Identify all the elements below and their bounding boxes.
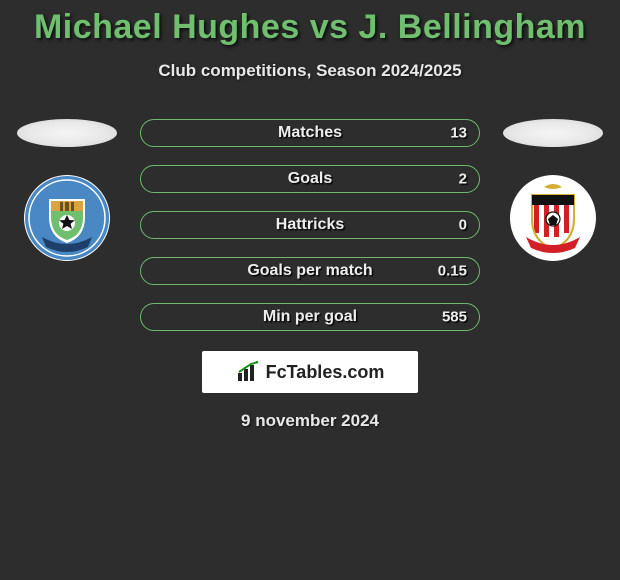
- coventry-city-badge: [24, 175, 110, 261]
- stat-label: Goals: [288, 170, 332, 188]
- branding-box: FcTables.com: [202, 351, 418, 393]
- date-text: 9 november 2024: [0, 411, 620, 431]
- stat-label: Matches: [278, 124, 342, 142]
- comparison-card: Michael Hughes vs J. Bellingham Club com…: [0, 0, 620, 431]
- stat-bar-goals: Goals 2: [140, 165, 480, 193]
- stat-bar-min-per-goal: Min per goal 585: [140, 303, 480, 331]
- club-badge-icon: [24, 175, 110, 261]
- stat-right-value: 13: [450, 125, 467, 142]
- stat-label: Min per goal: [263, 308, 357, 326]
- stat-label: Goals per match: [247, 262, 372, 280]
- club-badge-icon: [510, 175, 596, 261]
- stat-right-value: 2: [459, 171, 467, 188]
- stat-label: Hattricks: [276, 216, 344, 234]
- stat-bar-goals-per-match: Goals per match 0.15: [140, 257, 480, 285]
- stat-bar-hattricks: Hattricks 0: [140, 211, 480, 239]
- stat-bar-matches: Matches 13: [140, 119, 480, 147]
- bar-chart-icon: [236, 361, 262, 383]
- player-right-photo: [503, 119, 603, 147]
- player-right-col: [498, 119, 608, 261]
- stat-bars: Matches 13 Goals 2 Hattricks 0 Goals per…: [140, 119, 480, 331]
- player-left-photo: [17, 119, 117, 147]
- player-left-col: [12, 119, 122, 261]
- main-row: Matches 13 Goals 2 Hattricks 0 Goals per…: [0, 119, 620, 331]
- stat-right-value: 0: [459, 217, 467, 234]
- branding-text: FcTables.com: [266, 362, 385, 383]
- stat-right-value: 0.15: [438, 263, 467, 280]
- sunderland-badge: [510, 175, 596, 261]
- stat-right-value: 585: [442, 309, 467, 326]
- subtitle: Club competitions, Season 2024/2025: [0, 61, 620, 81]
- page-title: Michael Hughes vs J. Bellingham: [0, 8, 620, 47]
